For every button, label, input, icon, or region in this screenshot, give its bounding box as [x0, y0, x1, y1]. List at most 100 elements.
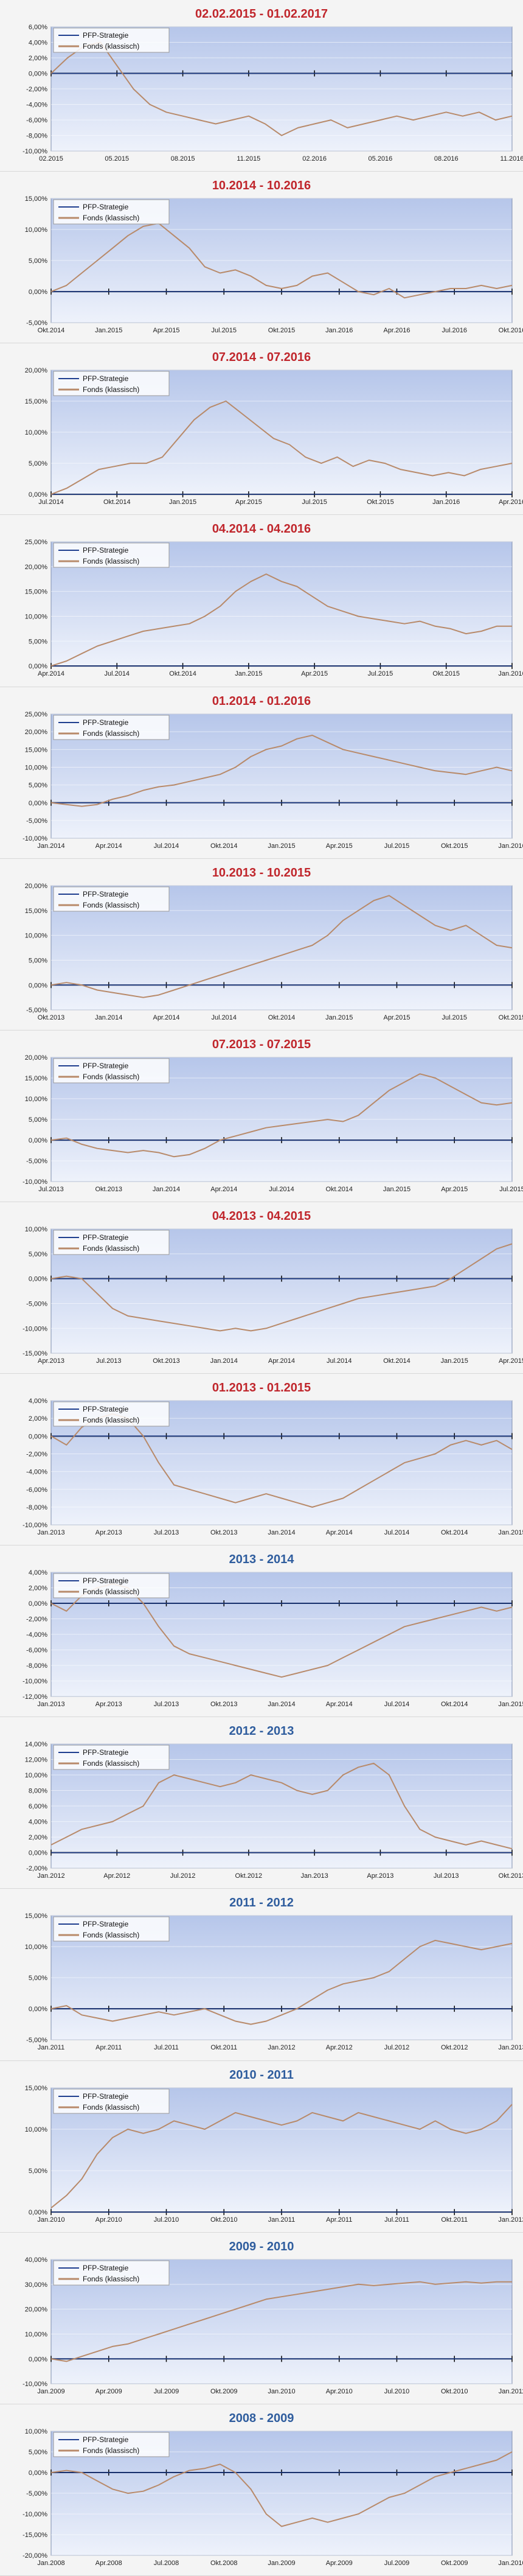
y-tick-label: 10,00%	[25, 2428, 47, 2435]
y-tick-label: 0,00%	[29, 491, 47, 499]
legend-box	[53, 2088, 170, 2114]
chart-svg: 14,00% 12,00% 10,00% 8,00% 6,00% 4,00% 2,00% 0,…	[25, 1741, 523, 1880]
x-tick-label: Apr.2011	[95, 2045, 122, 2052]
legend: PFP-Strategie Fonds (klassisch)	[53, 542, 170, 568]
x-tick-label: Apr.2015	[384, 1014, 410, 1021]
x-tick-label: Jul.2013	[96, 1357, 122, 1365]
x-tick-label: Jan.2013	[37, 1529, 64, 1536]
y-tick-label: 20,00%	[25, 1054, 47, 1062]
chart-title: 2009 - 2010	[229, 2239, 294, 2253]
y-tick-label: -8,00%	[26, 1662, 47, 1670]
x-tick-label: Jul.2014	[38, 499, 64, 506]
y-tick-label: 0,00%	[29, 2209, 47, 2216]
legend-label: PFP-Strategie	[83, 1577, 129, 1585]
legend-label: PFP-Strategie	[83, 718, 129, 727]
legend-label: PFP-Strategie	[83, 1920, 129, 1928]
x-tick-label: Apr.2014	[326, 1701, 353, 1708]
legend: PFP-Strategie Fonds (klassisch)	[53, 199, 170, 225]
x-tick-label: Okt.2014	[441, 1701, 468, 1708]
legend-box	[53, 1745, 170, 1770]
legend-label: PFP-Strategie	[83, 203, 129, 211]
legend-label: Fonds (klassisch)	[83, 901, 139, 909]
chart-svg: 15,00% 10,00% 5,00% 0,00% -5,00%Okt.2014 Jan.…	[25, 195, 523, 334]
y-tick-label: 5,00%	[29, 1116, 47, 1124]
x-tick-label: Okt.2014	[268, 1014, 296, 1021]
x-tick-label: Apr.2015	[301, 671, 328, 678]
legend-label: Fonds (klassisch)	[83, 214, 139, 222]
chart-svg: 4,00% 2,00% 0,00% -2,00% -4,00% -6,00% -8,00% -…	[23, 1569, 523, 1708]
chart-title: 07.2014 - 07.2016	[212, 351, 311, 365]
y-tick-label: -2,00%	[26, 1865, 47, 1872]
y-tick-label: -5,00%	[26, 1158, 47, 1165]
y-tick-label: 2,00%	[29, 55, 47, 62]
x-tick-label: Jul.2013	[38, 1186, 64, 1193]
x-tick-label: Okt.2012	[235, 1872, 263, 1880]
chart-svg: 4,00% 2,00% 0,00% -2,00% -4,00% -6,00% -8,00% -…	[23, 1398, 523, 1536]
y-tick-label: -15,00%	[23, 1350, 47, 1357]
x-tick-label: Apr.2014	[268, 1357, 295, 1365]
x-tick-label: Okt.2014	[169, 671, 196, 678]
y-tick-label: 20,00%	[25, 883, 47, 890]
x-tick-label: 11.2015	[237, 155, 260, 163]
legend-label: Fonds (klassisch)	[83, 1759, 139, 1768]
y-tick-label: 6,00%	[29, 24, 47, 31]
x-tick-label: Apr.2012	[326, 2045, 353, 2052]
legend-label: PFP-Strategie	[83, 1233, 129, 1242]
chart-title: 04.2013 - 04.2015	[212, 1209, 311, 1223]
chart-svg: 15,00% 10,00% 5,00% 0,00%Jan.2010 Apr.2010 Ju…	[25, 2085, 523, 2224]
x-tick-label: Jul.2014	[384, 1529, 410, 1536]
legend-box	[53, 2432, 170, 2457]
chart-title: 07.2013 - 07.2015	[212, 1037, 311, 1051]
chart-panel: 10.2013 - 10.2015 20,00% 15,00% 10,00% 5,00%…	[0, 858, 523, 1031]
x-tick-label: Jul.2011	[154, 2045, 179, 2052]
y-tick-label: 5,00%	[29, 257, 47, 265]
x-tick-label: Apr.2015	[441, 1186, 468, 1193]
x-tick-label: Okt.2011	[210, 2045, 237, 2052]
x-tick-label: Apr.2009	[326, 2560, 353, 2567]
x-tick-label: Jan.2015	[268, 842, 295, 850]
x-tick-label: Jan.2015	[95, 327, 122, 334]
chart-title: 01.2013 - 01.2015	[212, 1381, 311, 1395]
y-tick-label: -10,00%	[23, 1522, 47, 1529]
chart-panel: 10.2014 - 10.2016 15,00% 10,00% 5,00% 0,00% -…	[0, 172, 523, 344]
chart-title: 10.2014 - 10.2016	[212, 179, 311, 193]
y-tick-label: -6,00%	[26, 1647, 47, 1654]
y-tick-label: 12,00%	[25, 1757, 47, 1764]
legend-label: PFP-Strategie	[83, 1405, 129, 1413]
y-tick-label: 20,00%	[25, 367, 47, 374]
x-tick-label: Okt.2016	[499, 327, 523, 334]
legend: PFP-Strategie Fonds (klassisch)	[53, 1916, 170, 1942]
x-tick-label: Apr.2016	[499, 499, 523, 506]
x-tick-label: Jan.2009	[37, 2388, 64, 2395]
x-tick-label: Jan.2016	[498, 842, 523, 850]
chart-panel: 07.2014 - 07.2016 20,00% 15,00% 10,00% 5,00%…	[0, 343, 523, 516]
x-tick-label: Jan.2014	[95, 1014, 122, 1021]
x-tick-label: Okt.2015	[432, 671, 460, 678]
y-tick-label: 15,00%	[25, 589, 47, 596]
y-tick-label: 0,00%	[29, 1600, 47, 1608]
y-tick-label: 4,00%	[29, 1398, 47, 1405]
y-tick-label: -10,00%	[23, 148, 47, 155]
y-tick-label: 10,00%	[25, 1944, 47, 1951]
x-tick-label: 05.2015	[105, 155, 129, 163]
y-tick-label: 2,00%	[29, 1585, 47, 1592]
y-tick-label: -10,00%	[23, 2511, 47, 2518]
x-tick-label: Apr.2011	[326, 2216, 352, 2224]
x-tick-label: Apr.2015	[499, 1357, 523, 1365]
legend-label: Fonds (klassisch)	[83, 42, 139, 51]
x-tick-label: Jul.2015	[302, 499, 327, 506]
legend-label: PFP-Strategie	[83, 1748, 129, 1757]
x-tick-label: Okt.2012	[441, 2045, 468, 2052]
y-tick-label: 8,00%	[29, 1788, 47, 1795]
y-tick-label: 0,00%	[29, 1850, 47, 1857]
x-tick-label: Apr.2013	[367, 1872, 393, 1880]
legend-box	[53, 27, 170, 53]
chart-svg: 20,00% 15,00% 10,00% 5,00% 0,00% -5,00% -10,00…	[23, 1054, 523, 1193]
x-tick-label: Jul.2015	[384, 842, 410, 850]
x-tick-label: Apr.2014	[326, 1529, 353, 1536]
y-tick-label: 40,00%	[25, 2256, 47, 2264]
x-tick-label: Jan.2012	[268, 2045, 295, 2052]
legend-label: Fonds (klassisch)	[83, 1416, 139, 1424]
x-tick-label: Okt.2009	[210, 2388, 238, 2395]
